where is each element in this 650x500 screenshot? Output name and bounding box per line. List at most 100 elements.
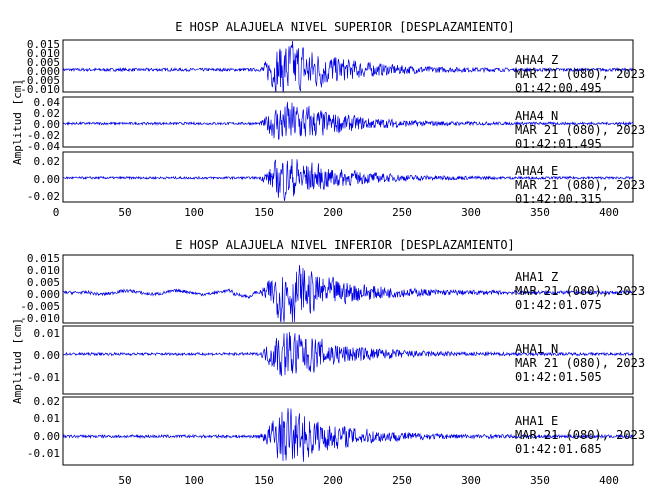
- top-panel-z-annotation: AHA4 Z MAR 21 (080), 2023 01:42:00.495: [515, 53, 645, 95]
- top-n-ytick-1: 0.02: [34, 107, 61, 120]
- bottom-x-tick-50: 50: [118, 474, 131, 487]
- top-x-tick-150: 150: [254, 206, 274, 219]
- bottom-z-ytick-1: 0.010: [27, 264, 60, 277]
- top-n-ytick-0: 0.04: [34, 96, 61, 109]
- bottom-n-component: N: [551, 342, 558, 356]
- bottom-panel-z-frame: [62, 254, 634, 324]
- top-z-ytick-3: 0.000: [27, 65, 60, 78]
- bottom-panel-e: 0.02 0.01 0.00 -0.01 AHA1 E MAR 21 (080)…: [27, 395, 645, 466]
- bottom-panel-z-y-ticks: 0.015 0.010 0.005 0.000 -0.005 -0.010: [20, 252, 60, 325]
- bottom-n-ytick-2: -0.01: [27, 371, 60, 384]
- top-n-ytick-3: -0.02: [27, 129, 60, 142]
- top-x-tick-400: 400: [599, 206, 619, 219]
- bottom-z-date: MAR 21 (080), 2023: [515, 284, 645, 298]
- top-panel-e: 0.02 0.00 -0.02 AHA4 E MAR 21 (080), 202…: [27, 151, 645, 206]
- top-panel-e-trace: [62, 158, 634, 202]
- bottom-e-ytick-0: 0.02: [34, 395, 61, 408]
- top-panel-e-y-ticks: 0.02 0.00 -0.02: [27, 155, 60, 203]
- bottom-n-ytick-1: 0.00: [34, 349, 61, 362]
- bottom-n-ytick-0: 0.01: [34, 327, 61, 340]
- bottom-panel-e-annotation: AHA1 E MAR 21 (080), 2023 01:42:01.685: [515, 414, 645, 456]
- top-chart-group: E HOSP ALAJUELA NIVEL SUPERIOR [DESPLAZA…: [11, 20, 645, 219]
- top-panel-e-annotation: AHA4 E MAR 21 (080), 2023 01:42:00.315: [515, 164, 645, 206]
- top-x-tick-0: 0: [53, 206, 60, 219]
- bottom-n-station: AHA1: [515, 342, 544, 356]
- bottom-panel-e-trace: [62, 408, 634, 462]
- top-z-ytick-1: 0.010: [27, 47, 60, 60]
- bottom-panel-z-annotation: AHA1 Z MAR 21 (080), 2023 01:42:01.075: [515, 270, 645, 312]
- top-x-tick-50: 50: [118, 206, 131, 219]
- bottom-z-ytick-5: -0.010: [20, 312, 60, 325]
- top-panel-e-frame: [62, 151, 634, 203]
- bottom-x-tick-350: 350: [530, 474, 550, 487]
- top-panel-n-frame: [62, 96, 634, 148]
- bottom-x-tick-300: 300: [461, 474, 481, 487]
- top-panel-n: 0.04 0.02 0.00 -0.02 -0.04 AHA4 N MAR 21…: [27, 96, 645, 153]
- bottom-x-tick-250: 250: [392, 474, 412, 487]
- top-z-date: MAR 21 (080), 2023: [515, 67, 645, 81]
- bottom-x-tick-200: 200: [323, 474, 343, 487]
- top-panel-n-y-ticks: 0.04 0.02 0.00 -0.02 -0.04: [27, 96, 60, 153]
- bottom-chart-title: E HOSP ALAJUELA NIVEL INFERIOR [DESPLAZA…: [175, 238, 515, 252]
- bottom-z-ytick-2: 0.005: [27, 276, 60, 289]
- bottom-z-ytick-0: 0.015: [27, 252, 60, 265]
- bottom-z-time: 01:42:01.075: [515, 298, 602, 312]
- top-panel-n-annotation: AHA4 N MAR 21 (080), 2023 01:42:01.495: [515, 109, 645, 151]
- top-n-component: N: [551, 109, 558, 123]
- bottom-e-ytick-1: 0.01: [34, 412, 61, 425]
- top-x-tick-300: 300: [461, 206, 481, 219]
- bottom-panel-n-frame: [62, 325, 634, 395]
- top-panel-z-y-ticks: 0.015 0.010 0.005 0.000 -0.005 -0.010: [20, 38, 60, 96]
- bottom-panel-e-y-ticks: 0.02 0.01 0.00 -0.01: [27, 395, 60, 460]
- top-e-date: MAR 21 (080), 2023: [515, 178, 645, 192]
- top-z-time: 01:42:00.495: [515, 81, 602, 95]
- top-x-tick-350: 350: [530, 206, 550, 219]
- top-x-tick-200: 200: [323, 206, 343, 219]
- bottom-panel-e-frame: [62, 396, 634, 466]
- top-z-ytick-5: -0.010: [20, 83, 60, 96]
- bottom-z-ytick-4: -0.005: [20, 300, 60, 313]
- bottom-panel-z-trace: [62, 264, 633, 323]
- top-z-ytick-4: -0.005: [20, 74, 60, 87]
- bottom-n-time: 01:42:01.505: [515, 370, 602, 384]
- top-panel-z: 0.015 0.010 0.005 0.000 -0.005 -0.010 AH…: [20, 38, 645, 96]
- top-panel-z-frame: [62, 39, 634, 93]
- bottom-panel-z: 0.015 0.010 0.005 0.000 -0.005 -0.010 AH…: [20, 252, 645, 325]
- top-n-station: AHA4: [515, 109, 544, 123]
- top-e-component: E: [551, 164, 558, 178]
- bottom-n-date: MAR 21 (080), 2023: [515, 356, 645, 370]
- bottom-e-station: AHA1: [515, 414, 544, 428]
- top-n-time: 01:42:01.495: [515, 137, 602, 151]
- top-z-ytick-2: 0.005: [27, 56, 60, 69]
- top-x-tick-100: 100: [184, 206, 204, 219]
- top-e-time: 01:42:00.315: [515, 192, 602, 206]
- top-panel-z-trace: [62, 40, 634, 92]
- top-e-ytick-0: 0.02: [34, 155, 61, 168]
- bottom-e-component: E: [551, 414, 558, 428]
- bottom-x-tick-labels: 50 100 150 200 250 300 350 400: [118, 474, 619, 487]
- top-n-ytick-4: -0.04: [27, 140, 60, 153]
- top-n-date: MAR 21 (080), 2023: [515, 123, 645, 137]
- top-n-ytick-2: 0.00: [34, 118, 61, 131]
- top-chart-title: E HOSP ALAJUELA NIVEL SUPERIOR [DESPLAZA…: [175, 20, 515, 34]
- top-e-ytick-2: -0.02: [27, 190, 60, 203]
- bottom-z-component: Z: [551, 270, 558, 284]
- bottom-x-tick-100: 100: [184, 474, 204, 487]
- bottom-x-tick-150: 150: [254, 474, 274, 487]
- bottom-chart-group: E HOSP ALAJUELA NIVEL INFERIOR [DESPLAZA…: [11, 238, 645, 487]
- bottom-panel-n-trace: [62, 331, 634, 377]
- bottom-x-tick-400: 400: [599, 474, 619, 487]
- bottom-e-time: 01:42:01.685: [515, 442, 602, 456]
- top-panel-n-trace: [62, 101, 634, 140]
- bottom-y-axis-label: Amplitud [cm]: [11, 318, 24, 404]
- bottom-z-station: AHA1: [515, 270, 544, 284]
- bottom-panel-n-y-ticks: 0.01 0.00 -0.01: [27, 327, 60, 384]
- bottom-panel-n: 0.01 0.00 -0.01 AHA1 N MAR 21 (080), 202…: [27, 325, 645, 395]
- top-z-station: AHA4: [515, 53, 544, 67]
- bottom-e-ytick-3: -0.01: [27, 447, 60, 460]
- top-z-ytick-0: 0.015: [27, 38, 60, 51]
- top-y-axis-label: Amplitud [cm]: [11, 79, 24, 165]
- top-z-component: Z: [551, 53, 558, 67]
- top-x-tick-250: 250: [392, 206, 412, 219]
